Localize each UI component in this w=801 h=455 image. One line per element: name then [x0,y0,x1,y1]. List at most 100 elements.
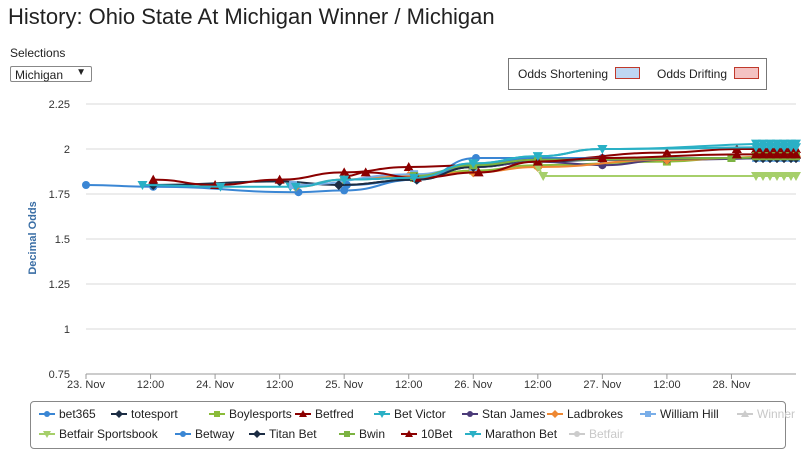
legend-label: Bet Victor [394,407,446,421]
legend-symbol [640,411,656,417]
legend-label: totesport [131,407,178,421]
data-point [532,152,543,162]
x-tick-label: 28. Nov [712,379,750,391]
legend-symbol [374,411,390,418]
series-line [153,147,796,187]
data-point [765,143,775,153]
series-10bet [341,149,801,182]
x-tick-label: 12:00 [524,379,552,391]
data-point [137,181,148,190]
data-point [758,172,768,181]
data-point [253,430,261,438]
selections-value: Michigan [15,68,64,82]
data-point [741,410,749,417]
data-point [468,159,479,169]
selections-dropdown[interactable]: Michigan ▼ [10,66,92,82]
data-point [290,182,301,192]
legend-symbol [249,430,265,438]
legend-symbol [547,410,563,418]
x-tick-label: 27. Nov [583,379,621,391]
x-tick-label: 12:00 [266,379,294,391]
data-point [661,147,672,157]
chevron-down-icon: ▼ [76,67,86,78]
legend-item-titan-bet[interactable]: Titan Bet [249,427,317,441]
legend-item-10bet[interactable]: 10Bet [401,427,452,441]
legend-item-totesport[interactable]: totesport [111,407,178,421]
y-tick-label: 0.75 [49,369,70,381]
legend-symbol [339,431,355,437]
data-point [403,162,414,171]
legend-label: William Hill [660,407,719,421]
legend-item-william-hill[interactable]: William Hill [640,407,719,421]
legend-item-betway[interactable]: Betway [175,427,234,441]
data-point [148,174,159,184]
legend-symbol [401,430,417,437]
legend-label: Betway [195,427,235,441]
data-point [597,145,608,154]
data-point [791,172,801,181]
y-tick-label: 2 [64,144,70,156]
data-point [772,143,782,153]
data-point [727,154,736,162]
legend-item-boylesports[interactable]: Boylesports [209,407,292,421]
data-point [779,143,789,153]
legend-symbol [111,410,127,418]
data-point [43,431,51,438]
legend-label: Ladbrokes [567,407,624,421]
legend-symbol [39,431,55,438]
legend-item-bet365[interactable]: bet365 [39,407,96,421]
y-tick-label: 1.75 [49,189,70,201]
series-marathon-bet [290,143,801,192]
legend-item-bwin[interactable]: Bwin [339,427,385,441]
data-point [751,143,761,153]
x-tick-label: 23. Nov [67,379,105,391]
legend-label: 10Bet [421,427,453,441]
y-tick-label: 1.25 [49,279,70,291]
data-point [597,153,608,162]
legend-item-bet-victor[interactable]: Bet Victor [374,407,446,421]
data-point [215,182,226,192]
series-line [537,166,796,177]
odds-shortening-label: Odds Shortening [518,67,609,81]
legend-item-betfair-sportsbook[interactable]: Betfair Sportsbook [39,427,158,441]
x-tick-label: 25. Nov [325,379,363,391]
data-point [405,430,413,437]
legend-label: bet365 [59,407,96,421]
data-point [360,167,371,177]
x-tick-label: 12:00 [137,379,165,391]
data-point [791,143,801,153]
data-point [115,410,123,418]
y-tick-label: 1.5 [55,234,70,246]
legend-item-stan-james[interactable]: Stan James [462,407,545,421]
data-point [645,411,651,417]
x-tick-label: 26. Nov [454,379,492,391]
odds-history-chart[interactable]: 0.75 1 1.25 1.5 1.75 2 2.25 23. Nov 12:00 24. Nov… [0,0,801,400]
series-line [295,146,797,188]
series-line [338,157,797,186]
legend-label: Stan James [482,407,546,421]
odds-change-legend: Odds Shortening Odds Drifting [508,58,767,90]
data-point [779,149,789,159]
data-point [758,149,768,159]
data-point [765,149,775,159]
legend-label: Marathon Bet [485,427,558,441]
data-point [82,181,90,189]
odds-drifting-swatch [734,67,759,79]
selections-label: Selections [10,46,66,60]
data-point [378,411,386,418]
data-point [180,431,186,437]
page-title: History: Ohio State At Michigan Winner /… [8,4,495,29]
legend-label: Winner [757,407,796,421]
legend-label: Betfair [589,427,624,441]
legend-item-ladbrokes[interactable]: Ladbrokes [547,407,623,421]
x-tick-label: 24. Nov [196,379,234,391]
odds-drifting-label: Odds Drifting [657,67,728,81]
data-point [469,431,477,438]
data-point [551,410,559,418]
data-point [333,180,344,190]
legend-label: Titan Bet [269,427,317,441]
legend-item-betfair[interactable]: Betfair [569,427,624,441]
legend-item-betfred[interactable]: Betfred [295,407,354,421]
legend-item-marathon-bet[interactable]: Marathon Bet [465,427,557,441]
legend-item-winner[interactable]: Winner [737,407,795,421]
